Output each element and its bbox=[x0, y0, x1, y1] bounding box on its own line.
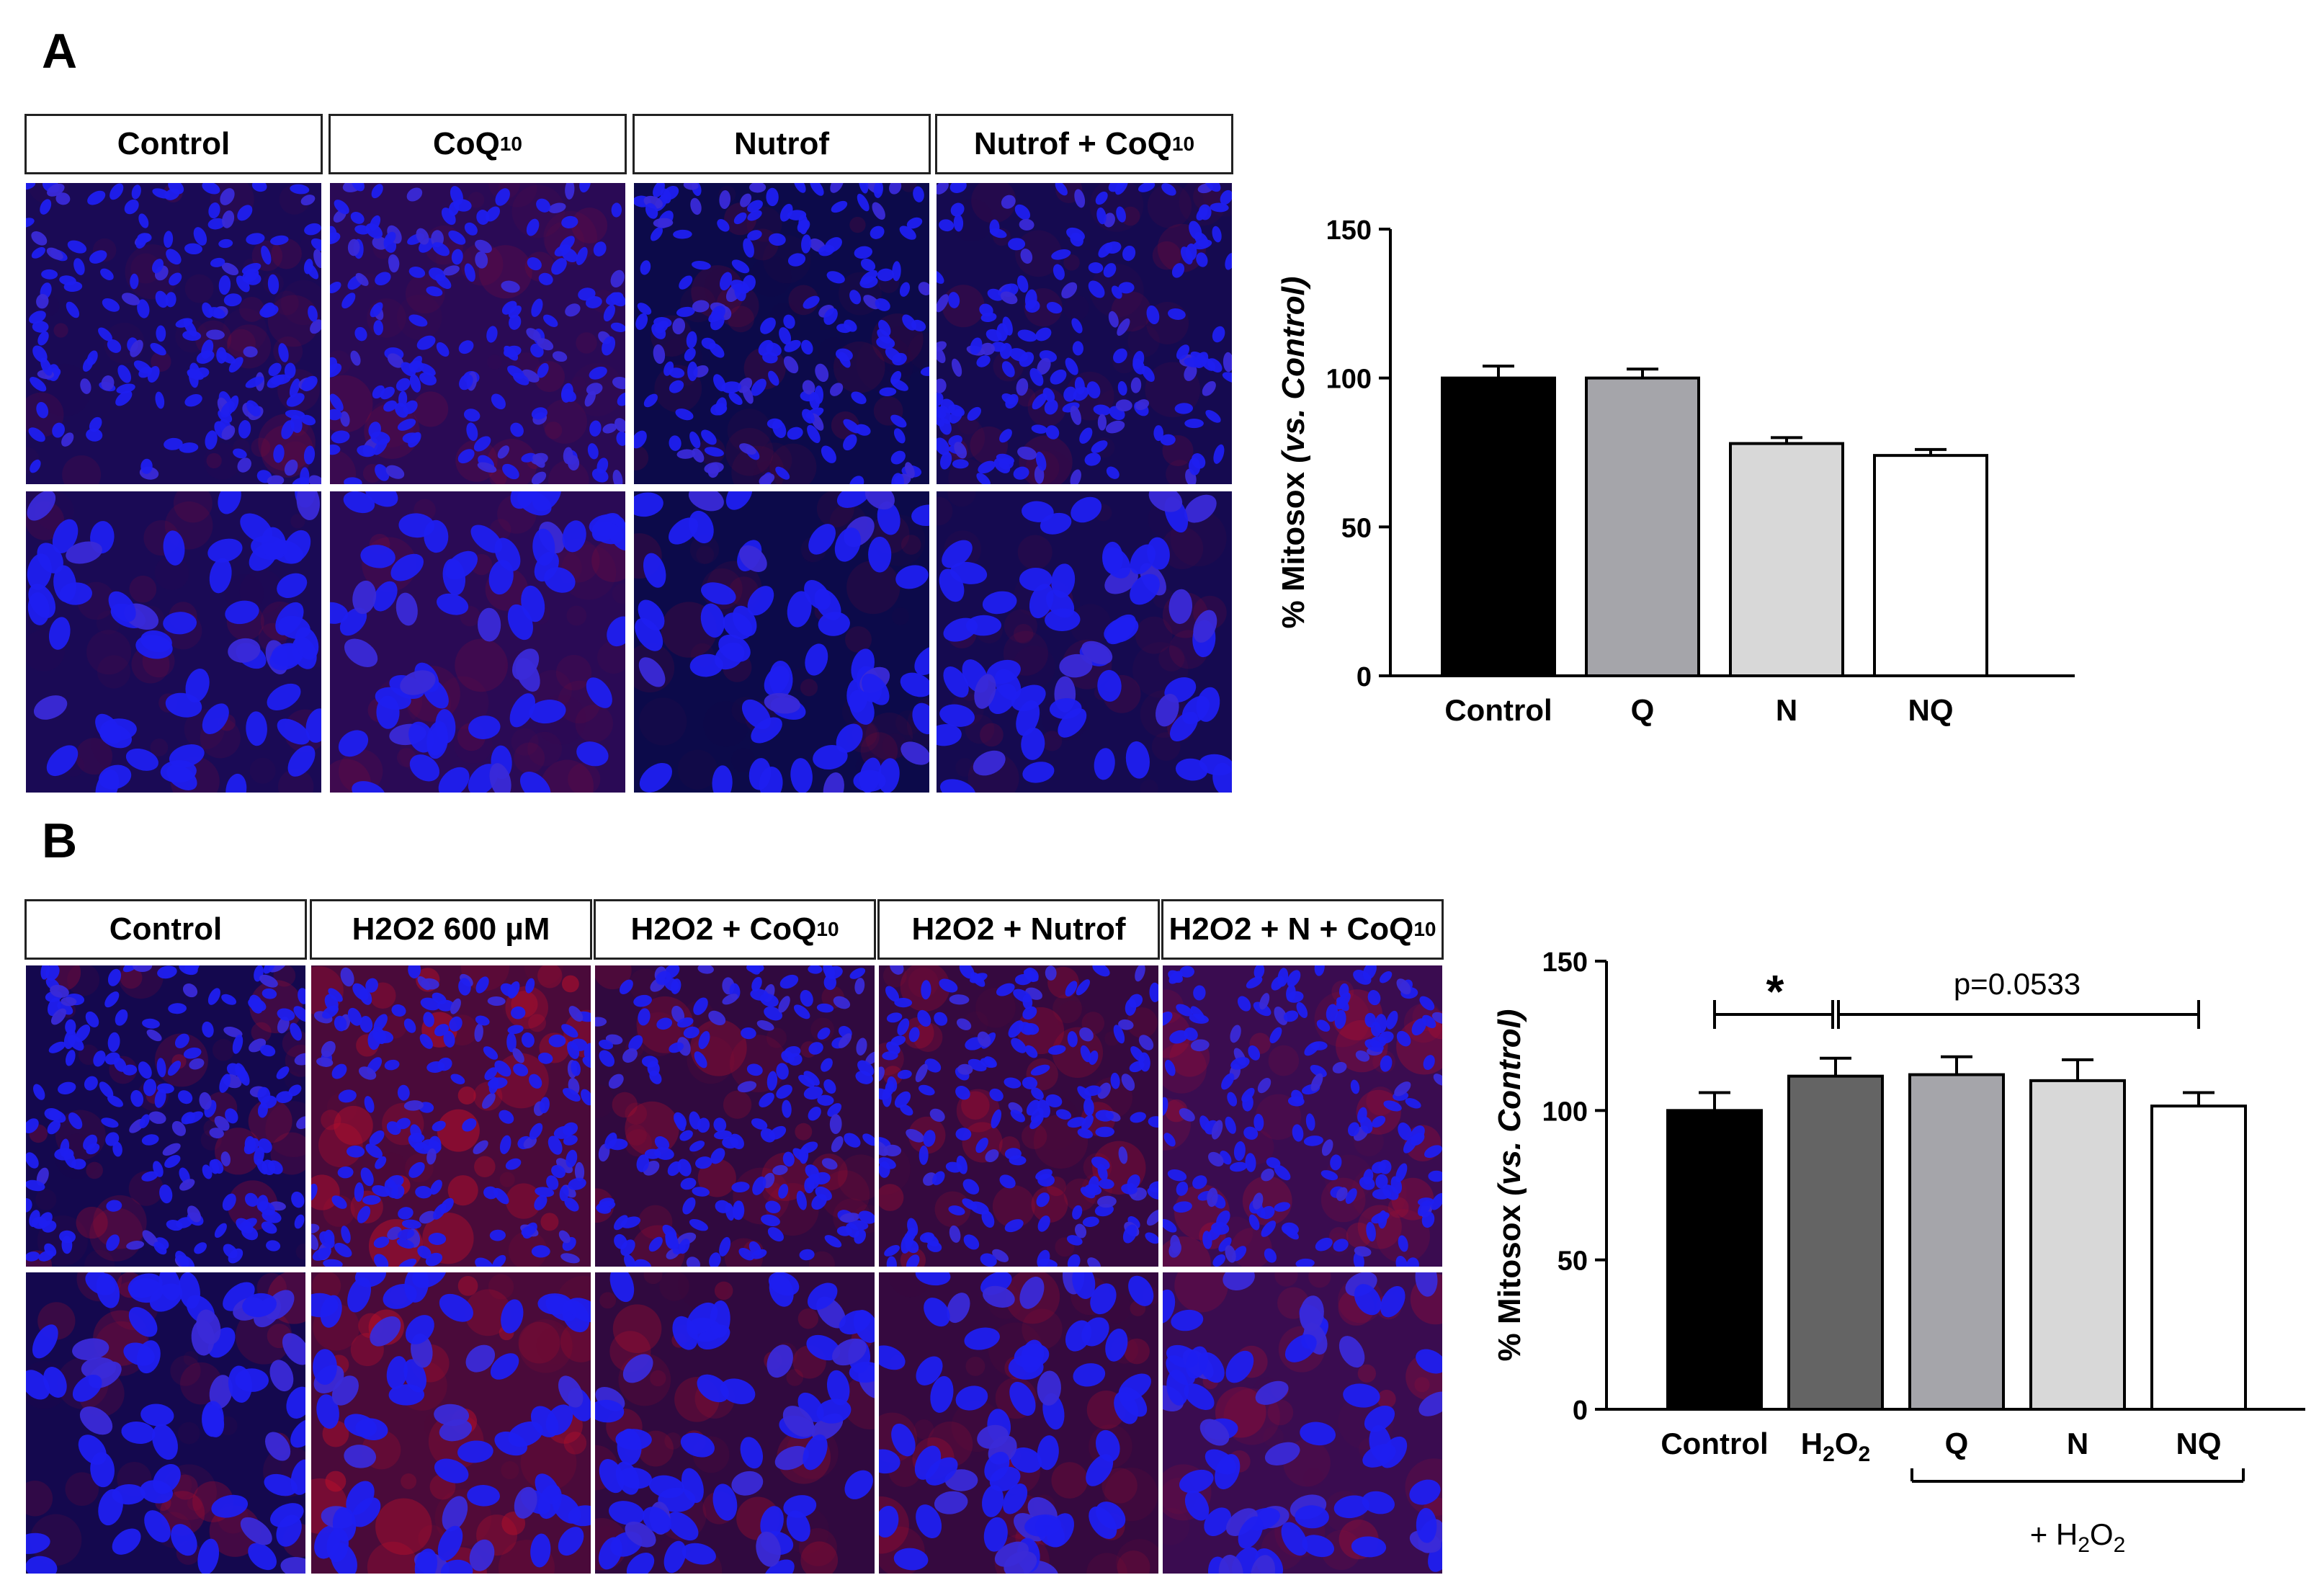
header-label: Nutrof bbox=[734, 126, 829, 161]
header-label: Control bbox=[117, 126, 231, 161]
bar-1 bbox=[1787, 1074, 1884, 1411]
panel-a-micrograph bbox=[24, 182, 323, 486]
header-label: Nutrof + CoQ bbox=[973, 126, 1172, 161]
header-label: H2O2 + Nutrof bbox=[911, 911, 1126, 947]
panel-b-micrograph bbox=[1161, 1271, 1444, 1575]
bar-3 bbox=[2029, 1079, 2126, 1411]
header-subscript: 10 bbox=[816, 918, 839, 940]
panel-a-micrograph bbox=[935, 182, 1233, 486]
panel-b-micrograph bbox=[877, 964, 1160, 1268]
bar-2 bbox=[1729, 442, 1844, 677]
header-label: CoQ bbox=[432, 126, 500, 161]
panel-b-letter: B bbox=[42, 813, 78, 868]
panel-b-micrograph bbox=[310, 964, 592, 1268]
panel-a-letter: A bbox=[42, 24, 78, 79]
panel-a-header-coq10: CoQ 10 bbox=[329, 114, 627, 174]
y-tick-label: 150 bbox=[1326, 215, 1372, 246]
panel-b-micrograph bbox=[594, 964, 876, 1268]
header-subscript: 10 bbox=[1171, 133, 1195, 155]
x-tick-label: Control bbox=[1444, 693, 1552, 727]
y-axis-label: % Mitosox (vs. Control) bbox=[1276, 277, 1311, 629]
panel-b-micrograph bbox=[594, 1271, 876, 1575]
pvalue-label: p=0.0533 bbox=[1954, 967, 2081, 1001]
x-tick-label: H2O2 bbox=[1801, 1427, 1870, 1466]
header-label: Control bbox=[109, 911, 223, 947]
panel-a-micrograph bbox=[633, 490, 931, 794]
panel-b-micrograph bbox=[1161, 964, 1444, 1268]
panel-a-bar-chart: 0 50 100 150 % Mitosox (vs. Control) Control Q… bbox=[1276, 215, 2075, 727]
panel-a-header-control: Control bbox=[24, 114, 323, 174]
header-label: H2O2 600 µM bbox=[352, 911, 550, 947]
y-tick-label: 0 bbox=[1573, 1396, 1588, 1426]
panel-b-header-h2o2: H2O2 600 µM bbox=[310, 899, 592, 960]
bar-0 bbox=[1666, 1109, 1763, 1411]
header-label: H2O2 + CoQ bbox=[630, 911, 817, 947]
panel-a-header-nutrof-coq10: Nutrof + CoQ 10 bbox=[935, 114, 1233, 174]
bar-4 bbox=[2150, 1105, 2247, 1411]
significance-star: * bbox=[1766, 965, 1784, 1017]
panel-b-bar-chart: 0 50 100 150 % Mitosox (vs. Control) Control H… bbox=[1492, 947, 2305, 1557]
panel-a-header-nutrof: Nutrof bbox=[633, 114, 931, 174]
group-label: + H2O2 bbox=[2030, 1517, 2126, 1557]
header-label: H2O2 + N + CoQ bbox=[1168, 911, 1414, 947]
y-tick-label: 50 bbox=[1341, 513, 1372, 543]
header-subscript: 10 bbox=[499, 133, 523, 155]
y-tick-label: 50 bbox=[1557, 1246, 1588, 1277]
panel-b-micrograph bbox=[310, 1271, 592, 1575]
panel-b-header-h2o2-nutrof: H2O2 + Nutrof bbox=[877, 899, 1160, 960]
panel-a-micrograph bbox=[329, 490, 627, 794]
panel-b-header-h2o2-n-coq10: H2O2 + N + CoQ 10 bbox=[1161, 899, 1444, 960]
panel-b-header-h2o2-coq10: H2O2 + CoQ 10 bbox=[594, 899, 876, 960]
panel-b-micrograph bbox=[24, 964, 307, 1268]
x-tick-label: NQ bbox=[2176, 1427, 2222, 1460]
panel-a-micrograph bbox=[329, 182, 627, 486]
x-tick-label: Q bbox=[1945, 1427, 1969, 1460]
panel-a-micrograph bbox=[633, 182, 931, 486]
x-tick-label: N bbox=[1776, 693, 1797, 727]
y-tick-label: 0 bbox=[1357, 662, 1372, 692]
y-tick-label: 100 bbox=[1542, 1097, 1588, 1127]
header-subscript: 10 bbox=[1413, 918, 1436, 940]
x-tick-label: Q bbox=[1631, 693, 1655, 727]
panel-a-micrograph bbox=[935, 490, 1233, 794]
panel-b-micrograph bbox=[24, 1271, 307, 1575]
y-tick-label: 100 bbox=[1326, 365, 1372, 395]
x-tick-label: NQ bbox=[1908, 693, 1954, 727]
panel-a-micrograph bbox=[24, 490, 323, 794]
bar-1 bbox=[1585, 376, 1700, 677]
y-tick-label: 150 bbox=[1542, 947, 1588, 978]
panel-b-micrograph bbox=[877, 1271, 1160, 1575]
bar-3 bbox=[1873, 454, 1988, 677]
bar-2 bbox=[1908, 1073, 2005, 1411]
x-tick-label: N bbox=[2067, 1427, 2088, 1460]
x-tick-label: Control bbox=[1661, 1427, 1768, 1460]
bar-0 bbox=[1441, 376, 1556, 677]
panel-b-header-control: Control bbox=[24, 899, 307, 960]
y-axis-label: % Mitosox (vs. Control) bbox=[1492, 1009, 1527, 1362]
